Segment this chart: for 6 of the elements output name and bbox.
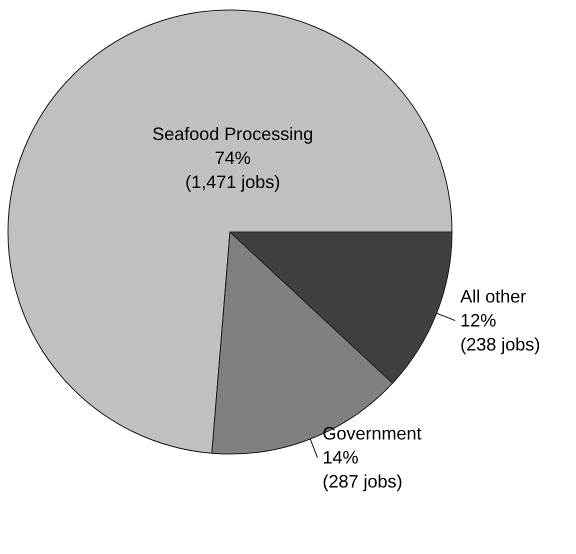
data-label: 12% (238 jobs) (460, 310, 540, 355)
slice-label: All other (460, 286, 526, 307)
data-label: 74% (1,471 jobs) (185, 148, 280, 192)
slice-label: Seafood Processing (152, 124, 314, 144)
slice-label: Government (322, 424, 422, 444)
data-label: 14% (287 jobs) (322, 448, 403, 492)
